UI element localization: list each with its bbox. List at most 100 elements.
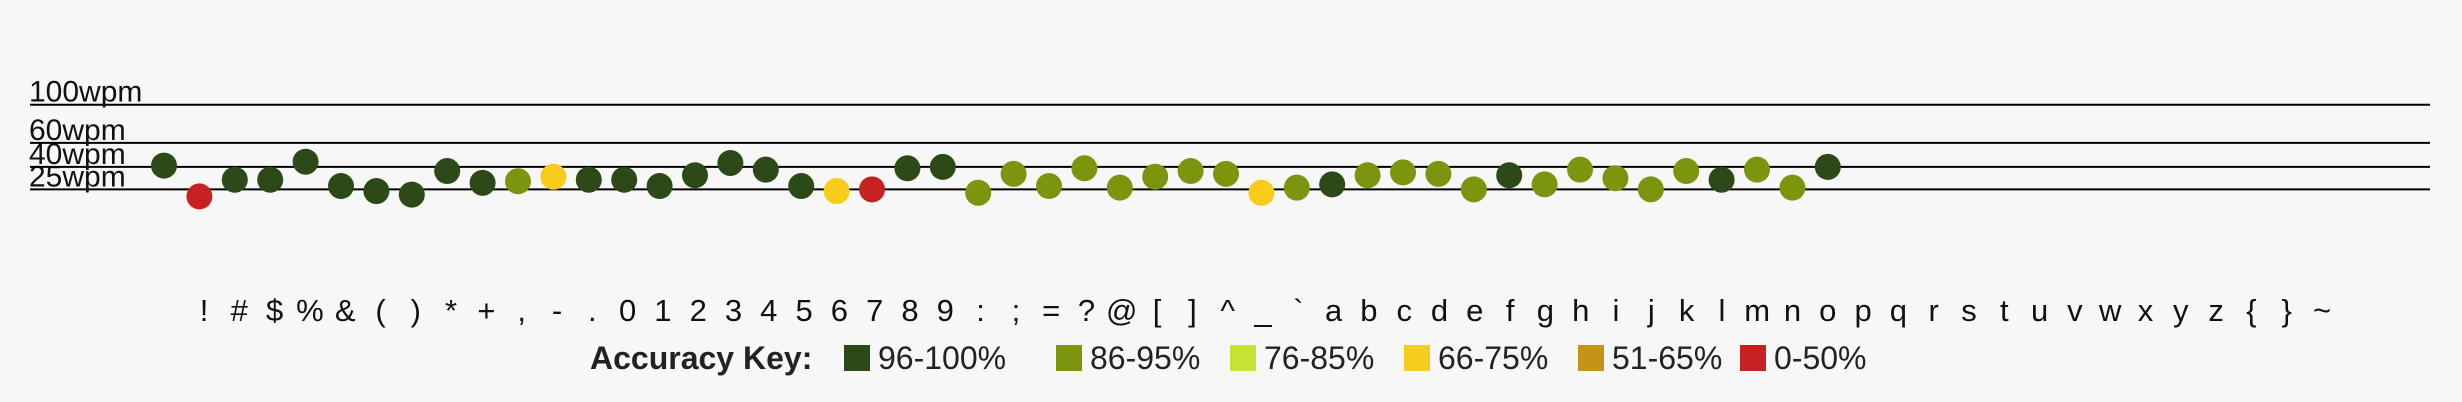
tick-v: v: [2067, 293, 2083, 328]
point-percent: [257, 166, 284, 193]
point-c: [1354, 162, 1381, 189]
point-hash: [186, 183, 213, 210]
tick-p: p: [1854, 293, 1871, 328]
point-open-bracket: [1106, 174, 1133, 201]
tick-q: q: [1890, 293, 1907, 328]
tick-asterisk: *: [445, 293, 457, 328]
tick-j: j: [1647, 293, 1655, 328]
tick-4: 4: [760, 293, 777, 328]
point-7: [823, 178, 850, 205]
point-i: [1567, 156, 1593, 183]
point-6: [788, 173, 815, 200]
tick-y: y: [2173, 293, 2189, 328]
point-period: [540, 163, 567, 190]
tick-semicolon: ;: [1012, 293, 1021, 328]
point-3: [682, 162, 708, 189]
tick-t: t: [2000, 293, 2009, 328]
tick-ampersand: &: [335, 293, 356, 328]
point-backtick: [1248, 179, 1275, 206]
tick-m: m: [1744, 293, 1770, 328]
point-g: [1496, 162, 1523, 189]
point-caret: [1177, 158, 1204, 185]
point-j: [1602, 165, 1629, 192]
tick-2: 2: [690, 293, 707, 328]
tick-r: r: [1929, 293, 1939, 328]
key-label-3: 66-75%: [1438, 340, 1548, 376]
key-label-1: 86-95%: [1090, 340, 1200, 376]
point-semicolon: [965, 179, 992, 206]
tick-u: u: [2031, 293, 2048, 328]
tick-exclamation: !: [200, 293, 209, 328]
tick-close-brace: }: [2282, 293, 2292, 328]
tick-e: e: [1466, 293, 1483, 328]
tick-tilde: ~: [2313, 293, 2331, 328]
tick-close-paren: ): [411, 293, 421, 328]
data-points: [151, 148, 1841, 210]
tick-dollar: $: [266, 293, 283, 328]
tick-b: b: [1360, 293, 1377, 328]
key-swatch-5: [1740, 345, 1766, 371]
tick-s: s: [1961, 293, 1977, 328]
tick-d: d: [1431, 293, 1448, 328]
tick-3: 3: [725, 293, 742, 328]
tick-close-bracket: ]: [1188, 293, 1197, 328]
tick-l: l: [1718, 293, 1725, 328]
point-9: [894, 155, 921, 182]
point-o: [1779, 174, 1806, 201]
tick-open-brace: {: [2246, 293, 2256, 328]
tick-comma: ,: [517, 293, 526, 328]
tick-c: c: [1396, 293, 1412, 328]
point-2: [646, 173, 673, 200]
point-asterisk: [398, 181, 425, 208]
tick-g: g: [1537, 293, 1554, 328]
point-close-bracket: [1142, 163, 1169, 190]
character-axis: ! # $% &() * +, -. 0 1 2 3 4 5 6 7 8 9:; =? @ [] ^ _ ` a b c d e f g h…: [200, 293, 2331, 328]
point-d: [1390, 159, 1416, 186]
tick-w: w: [2098, 293, 2122, 328]
tick-o: o: [1819, 293, 1836, 328]
key-swatch-3: [1404, 345, 1430, 371]
point-0: [575, 166, 602, 193]
tick-hash: #: [231, 293, 249, 328]
tick-caret: ^: [1220, 293, 1235, 328]
key-label-0: 96-100%: [878, 340, 1006, 376]
point-at: [1071, 155, 1098, 182]
tick-z: z: [2208, 293, 2224, 328]
point-colon: [929, 153, 956, 180]
point-exclamation: [151, 152, 177, 179]
tick-9: 9: [937, 293, 954, 328]
accuracy-key-title: Accuracy Key:: [590, 340, 812, 376]
point-f: [1460, 176, 1487, 203]
key-swatch-4: [1578, 345, 1604, 371]
point-h: [1531, 171, 1558, 198]
key-swatch-0: [844, 345, 870, 371]
point-ampersand: [292, 148, 319, 175]
tick-plus: +: [477, 293, 495, 328]
point-question: [1036, 173, 1062, 200]
tick-x: x: [2138, 293, 2154, 328]
point-open-paren: [328, 173, 354, 200]
wpm-label-60: 60wpm: [29, 114, 126, 147]
tick-6: 6: [831, 293, 848, 328]
key-label-2: 76-85%: [1264, 340, 1374, 376]
key-swatch-2: [1230, 345, 1256, 371]
point-n: [1744, 156, 1770, 183]
wpm-label-100: 100wpm: [29, 76, 142, 109]
tick-open-paren: (: [375, 293, 386, 328]
tick-1: 1: [654, 293, 671, 328]
tick-underscore: _: [1253, 293, 1272, 328]
tick-f: f: [1506, 293, 1515, 328]
point-m: [1708, 166, 1735, 193]
point-hyphen: [505, 168, 531, 195]
key-label-4: 51-65%: [1612, 340, 1722, 376]
wpm-label-25: 25wpm: [29, 160, 126, 193]
tick-h: h: [1572, 293, 1589, 328]
point-5: [752, 156, 779, 183]
point-plus: [434, 158, 461, 185]
point-dollar: [221, 166, 248, 193]
tick-backtick: `: [1293, 293, 1303, 328]
tick-8: 8: [901, 293, 918, 328]
tick-i: i: [1613, 293, 1620, 328]
tick-hyphen: -: [552, 293, 562, 328]
